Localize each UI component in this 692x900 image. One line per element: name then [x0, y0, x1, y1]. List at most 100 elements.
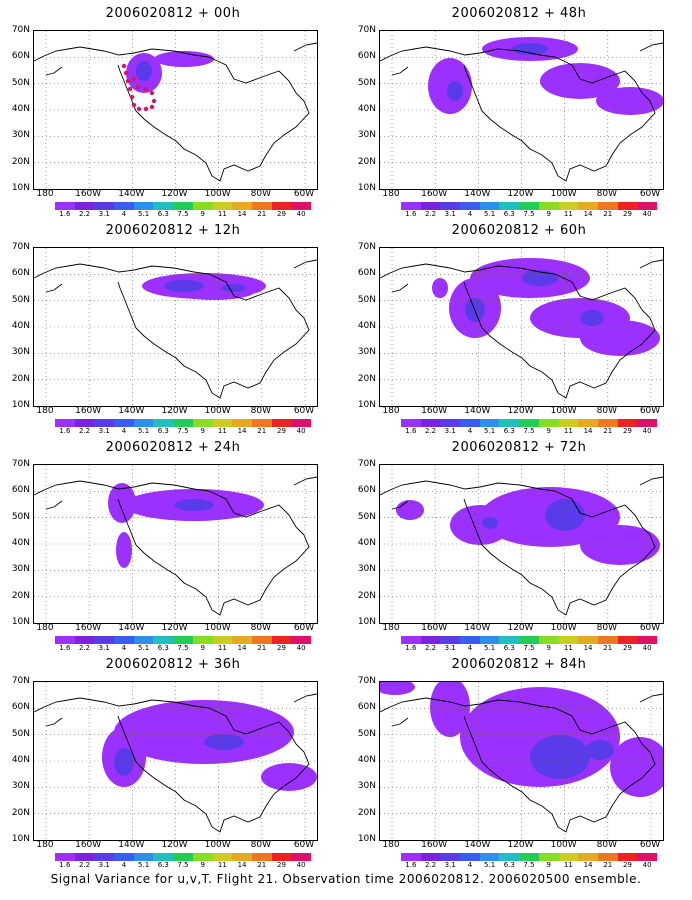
colorbar-swatch [617, 419, 638, 427]
colorbar-swatch [401, 202, 421, 210]
lon-tick-label: 100W [550, 623, 577, 633]
colorbar-swatch [578, 419, 598, 427]
map-canvas [380, 465, 663, 623]
coastline [45, 66, 63, 76]
lat-tick-label: 20N [357, 156, 376, 167]
colorbar-label: 9 [200, 644, 205, 652]
colorbar-swatch [499, 419, 520, 427]
colorbar-label: 6.3 [157, 644, 169, 652]
lon-tick-label: 120W [507, 840, 534, 850]
lon-tick-label: 80W [250, 406, 271, 416]
lat-tick-label: 40N [11, 538, 30, 548]
variance-contour [580, 320, 660, 356]
colorbar-swatch [94, 636, 115, 644]
map-area [379, 464, 664, 624]
colorbar-swatch [519, 419, 539, 427]
lon-tick-label: 140W [464, 840, 491, 850]
colorbar-swatch [578, 202, 598, 210]
map-area [379, 681, 664, 841]
colorbar-label: 11 [217, 861, 227, 869]
flight-track-point [129, 94, 135, 100]
coastline [45, 500, 63, 510]
colorbar-swatch [173, 202, 193, 210]
colorbar-label: 2.2 [424, 427, 437, 435]
colorbar-swatch [212, 202, 233, 210]
colorbar-label: 6.3 [503, 644, 515, 652]
colorbar-label: 11 [217, 644, 227, 652]
variance-contour [396, 500, 424, 520]
colorbar-label: 40 [296, 644, 306, 652]
colorbar-swatch [55, 202, 75, 210]
lon-tick-label: 160W [75, 189, 102, 199]
lat-tick-label: 10N [11, 617, 30, 627]
lon-tick-label: 60W [639, 406, 661, 416]
colorbar-swatch [420, 419, 441, 427]
lat-tick-label: 30N [11, 347, 30, 358]
colorbar-label: 29 [276, 644, 286, 652]
lat-tick-label: 50N [11, 728, 30, 739]
lat-tick-label: 70N [357, 676, 376, 686]
colorbar-swatch [212, 636, 233, 644]
lat-tick-label: 40N [357, 755, 376, 765]
colorbar-swatch [420, 202, 441, 210]
colorbar-label: 5.1 [138, 644, 150, 652]
colorbar [401, 202, 657, 210]
variance-contour [540, 63, 620, 99]
colorbar-label: 3.1 [98, 427, 110, 435]
lat-tick-label: 50N [357, 77, 376, 88]
variance-contour-high [174, 499, 214, 511]
lon-tick-label: 60W [639, 840, 661, 850]
coastline [380, 263, 656, 399]
colorbar [55, 419, 311, 427]
colorbar-label: 2.2 [78, 210, 91, 218]
colorbar-label: 6.3 [157, 427, 169, 435]
colorbar-label: 3.1 [444, 861, 456, 869]
lat-tick-label: 20N [357, 373, 376, 384]
variance-contour-high [204, 734, 244, 750]
colorbar-swatch [153, 853, 174, 861]
lat-tick-label: 70N [357, 242, 376, 252]
map-panel: 2006020812 + 24h 70N 60N 50N 40N 30N 20N 10N 180… [0, 434, 346, 652]
lat-tick-label: 50N [11, 294, 30, 305]
colorbar-swatch [401, 853, 421, 861]
colorbar-swatch [192, 202, 213, 210]
map-area [379, 30, 664, 190]
colorbar-swatch [617, 202, 638, 210]
lat-tick-label: 10N [357, 183, 376, 193]
colorbar-label: 7.5 [177, 861, 189, 869]
coastline [293, 476, 317, 486]
colorbar-swatch [420, 853, 441, 861]
colorbar-swatch [519, 853, 539, 861]
map-area [33, 30, 318, 190]
flight-track-point [123, 70, 129, 76]
lon-tick-label: 100W [204, 840, 231, 850]
lat-tick-label: 40N [357, 538, 376, 548]
colorbar-label: 1.6 [405, 210, 417, 218]
coastline [380, 480, 656, 616]
lat-tick-label: 40N [357, 104, 376, 114]
lat-tick-label: 40N [11, 755, 30, 765]
colorbar-swatch [212, 853, 233, 861]
colorbar-swatch [440, 202, 461, 210]
coastline [391, 283, 409, 293]
colorbar-swatch [114, 202, 134, 210]
lat-tick-label: 60N [357, 268, 376, 279]
colorbar-swatch [55, 636, 75, 644]
coastline [639, 693, 663, 703]
lat-tick-label: 60N [357, 485, 376, 496]
lon-tick-label: 180 [382, 623, 400, 633]
map-area [33, 247, 318, 407]
colorbar-label: 4 [121, 210, 127, 218]
colorbar-swatch [558, 636, 579, 644]
coastline [34, 480, 310, 616]
map-area [33, 681, 318, 841]
colorbar-swatch [401, 419, 421, 427]
colorbar-swatch [251, 853, 272, 861]
colorbar-swatch [499, 202, 520, 210]
colorbar-label: 5.1 [484, 210, 496, 218]
lat-tick-label: 20N [11, 156, 30, 167]
colorbar-label: 1.6 [59, 427, 71, 435]
colorbar-label: 1.6 [59, 861, 71, 869]
colorbar-label: 4 [121, 861, 127, 869]
coastline [639, 476, 663, 486]
